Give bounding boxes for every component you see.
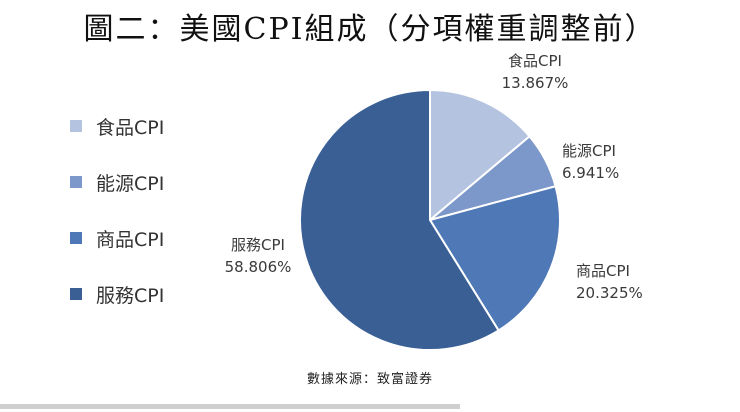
pie-slice-food: [429, 88, 531, 223]
slice-value-services: 58.806%: [225, 258, 292, 276]
legend-label-services: 服務CPI: [96, 284, 165, 307]
slice-value-goods: 20.325%: [576, 284, 643, 302]
slice-label-services: 服務CPI: [231, 236, 285, 254]
legend-label-food: 食品CPI: [96, 116, 165, 139]
legend-item-food: 食品CPI: [70, 98, 164, 154]
legend-item-goods: 商品CPI: [70, 210, 164, 266]
bottom-divider: [0, 404, 460, 409]
slice-label-goods: 商品CPI: [576, 262, 630, 280]
legend-swatch-goods: [70, 232, 82, 244]
legend-swatch-food: [70, 120, 82, 132]
slice-label-energy: 能源CPI: [562, 142, 616, 160]
slice-label-food: 食品CPI: [508, 52, 562, 70]
pie-slice-goods: [428, 185, 561, 332]
legend: 食品CPI 能源CPI 商品CPI 服務CPI: [70, 98, 164, 322]
slice-value-energy: 6.941%: [562, 164, 619, 182]
legend-label-energy: 能源CPI: [96, 172, 165, 195]
legend-label-goods: 商品CPI: [96, 228, 165, 251]
legend-swatch-energy: [70, 176, 82, 188]
slice-value-food: 13.867%: [502, 74, 569, 92]
legend-item-services: 服務CPI: [70, 266, 164, 322]
chart-title: 圖二：美國CPI組成（分項權重調整前）: [83, 12, 657, 47]
legend-item-energy: 能源CPI: [70, 154, 164, 210]
legend-swatch-services: [70, 288, 82, 300]
pie-slice-services: [299, 88, 500, 351]
data-source: 數據來源：致富證券: [306, 372, 433, 387]
